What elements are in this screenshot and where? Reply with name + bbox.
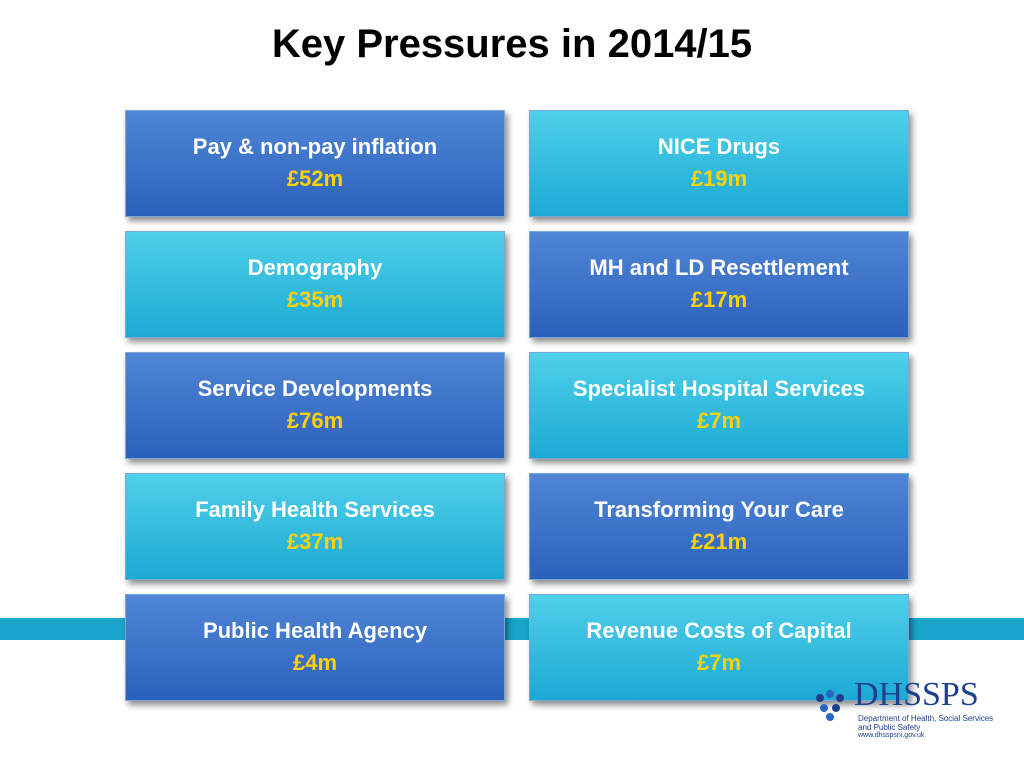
- pressure-label: Transforming Your Care: [594, 497, 844, 522]
- pressure-label: MH and LD Resettlement: [589, 255, 849, 280]
- dhssps-emblem-icon: [816, 690, 844, 721]
- pressure-value: £7m: [696, 650, 742, 675]
- pressure-box-service-developments: Service Developments £76m: [125, 352, 505, 459]
- pressure-label: Family Health Services: [195, 497, 435, 522]
- pressure-box-demography: Demography £35m: [125, 231, 505, 338]
- pressure-value: £4m: [292, 650, 338, 675]
- pressure-value: £7m: [696, 408, 742, 433]
- pressure-label: Demography: [247, 255, 383, 280]
- pressure-label: Public Health Agency: [202, 618, 428, 643]
- pressure-box-public-health-agency: Public Health Agency £4m: [125, 594, 505, 701]
- dhssps-logo: DHSSPS Department of Health, Social Serv…: [808, 676, 1008, 746]
- pressure-value: £76m: [286, 408, 344, 433]
- pressure-value: £21m: [690, 529, 748, 554]
- pressure-box-mh-ld-resettlement: MH and LD Resettlement £17m: [529, 231, 909, 338]
- pressure-value: £19m: [690, 166, 748, 191]
- pressure-label: Revenue Costs of Capital: [586, 618, 852, 643]
- pressure-label: Pay & non-pay inflation: [192, 134, 438, 159]
- pressure-box-nice-drugs: NICE Drugs £19m: [529, 110, 909, 217]
- pressure-value: £37m: [286, 529, 344, 554]
- logo-name: DHSSPS: [854, 676, 979, 713]
- pressure-box-pay-inflation: Pay & non-pay inflation £52m: [125, 110, 505, 217]
- pressure-box-revenue-costs-capital: Revenue Costs of Capital £7m: [529, 594, 909, 701]
- logo-subtitle: Department of Health, Social Services an…: [858, 714, 994, 732]
- pressure-value: £17m: [690, 287, 748, 312]
- pressure-value: £52m: [286, 166, 344, 191]
- pressure-box-family-health: Family Health Services £37m: [125, 473, 505, 580]
- pressure-box-specialist-hospital: Specialist Hospital Services £7m: [529, 352, 909, 459]
- logo-url: www.dhsspsni.gov.uk: [858, 732, 925, 739]
- pressure-label: Specialist Hospital Services: [572, 376, 866, 401]
- pressure-box-transforming-your-care: Transforming Your Care £21m: [529, 473, 909, 580]
- page-title: Key Pressures in 2014/15: [271, 22, 753, 66]
- pressure-value: £35m: [286, 287, 344, 312]
- pressure-label: NICE Drugs: [657, 134, 781, 159]
- pressure-label: Service Developments: [197, 376, 433, 401]
